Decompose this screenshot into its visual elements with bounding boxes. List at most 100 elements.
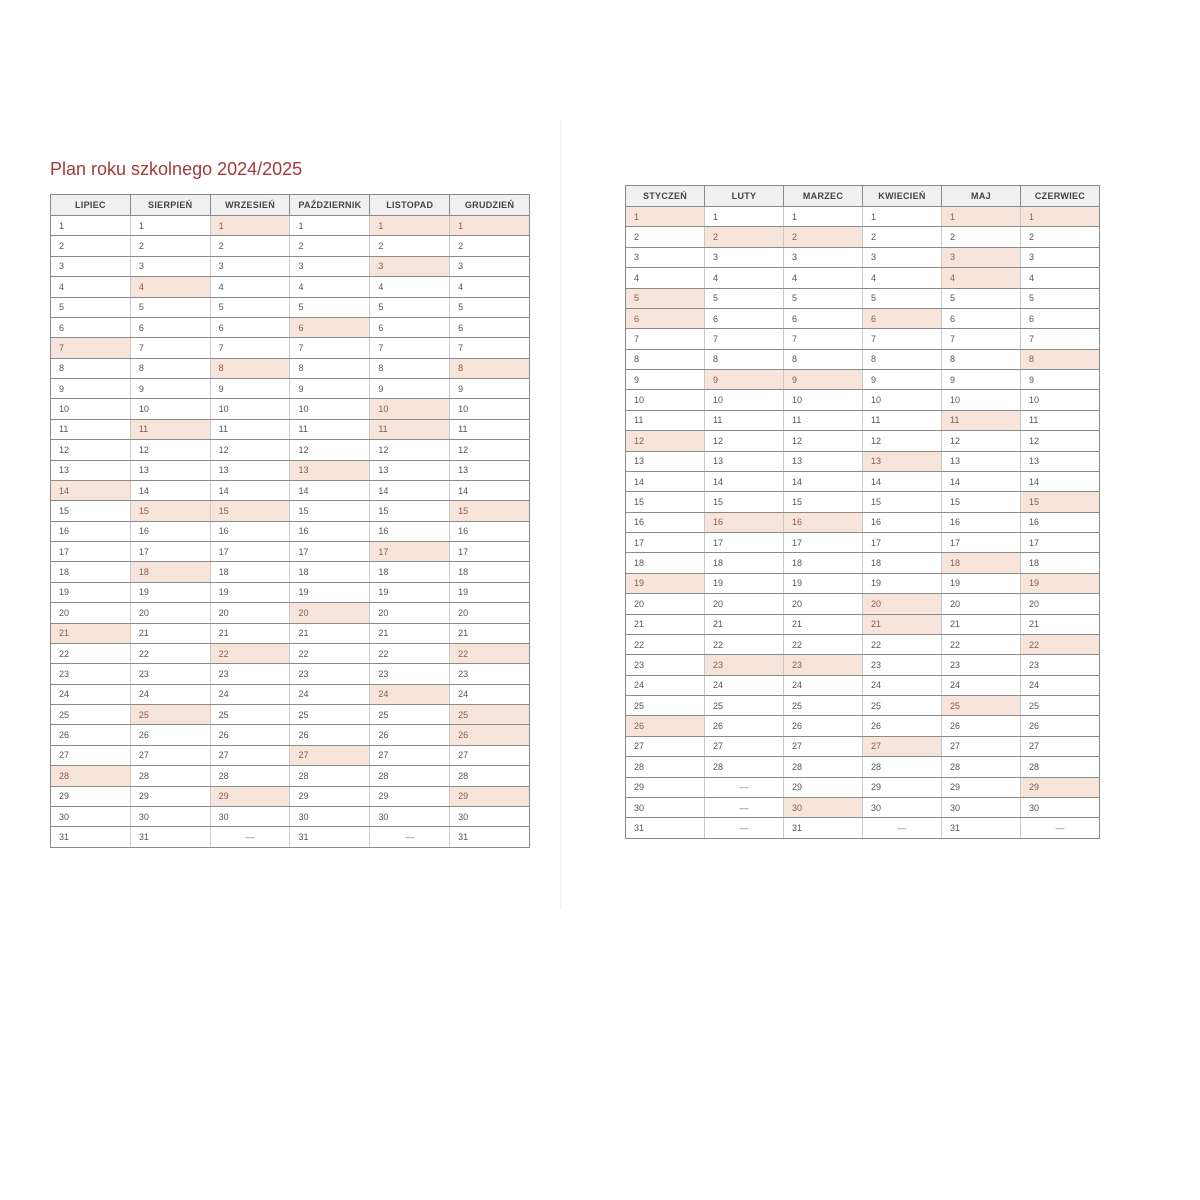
calendar-cell: 1 bbox=[784, 207, 863, 227]
calendar-cell: 16 bbox=[626, 512, 705, 532]
calendar-cell: 2 bbox=[1021, 227, 1100, 247]
calendar-cell: 4 bbox=[784, 268, 863, 288]
calendar-cell: 29 bbox=[290, 786, 370, 806]
calendar-row: 151515151515 bbox=[626, 492, 1100, 512]
calendar-cell: 30 bbox=[290, 806, 370, 826]
calendar-cell: 16 bbox=[450, 521, 530, 541]
calendar-cell: 10 bbox=[290, 399, 370, 419]
page-right: STYCZEŃLUTYMARZECKWIECIEŃMAJCZERWIEC1111… bbox=[560, 0, 1200, 1200]
calendar-row: 161616161616 bbox=[51, 521, 530, 541]
calendar-cell: 3 bbox=[130, 256, 210, 276]
calendar-cell: 4 bbox=[130, 277, 210, 297]
calendar-cell: 18 bbox=[863, 553, 942, 573]
calendar-cell: 26 bbox=[130, 725, 210, 745]
calendar-cell: 13 bbox=[51, 460, 131, 480]
calendar-cell: 9 bbox=[1021, 370, 1100, 390]
calendar-cell: 2 bbox=[784, 227, 863, 247]
calendar-cell: 7 bbox=[705, 329, 784, 349]
calendar-cell: 3 bbox=[290, 256, 370, 276]
calendar-cell: 26 bbox=[942, 716, 1021, 736]
calendar-cell: 10 bbox=[942, 390, 1021, 410]
calendar-cell: 14 bbox=[210, 480, 290, 500]
calendar-cell: 31 bbox=[290, 827, 370, 847]
calendar-cell: 4 bbox=[942, 268, 1021, 288]
calendar-cell: 27 bbox=[370, 745, 450, 765]
calendar-cell: 24 bbox=[863, 675, 942, 695]
calendar-table-left: LIPIECSIERPIEŃWRZESIEŃPAŹDZIERNIKLISTOPA… bbox=[50, 194, 530, 848]
calendar-cell: 8 bbox=[863, 349, 942, 369]
calendar-cell: 25 bbox=[626, 696, 705, 716]
calendar-cell: 13 bbox=[784, 451, 863, 471]
calendar-row: 121212121212 bbox=[626, 431, 1100, 451]
calendar-cell: 20 bbox=[51, 603, 131, 623]
calendar-row: 222222222222 bbox=[626, 634, 1100, 654]
calendar-row: 292929292929 bbox=[51, 786, 530, 806]
calendar-cell: 3 bbox=[626, 247, 705, 267]
calendar-cell: 10 bbox=[626, 390, 705, 410]
calendar-cell: 23 bbox=[942, 655, 1021, 675]
calendar-cell: 9 bbox=[863, 370, 942, 390]
calendar-cell: 19 bbox=[210, 582, 290, 602]
calendar-cell: 18 bbox=[290, 562, 370, 582]
calendar-cell: 22 bbox=[290, 643, 370, 663]
calendar-cell: 8 bbox=[1021, 349, 1100, 369]
calendar-cell: 11 bbox=[210, 419, 290, 439]
calendar-row: 111111 bbox=[626, 207, 1100, 227]
calendar-cell: 5 bbox=[290, 297, 370, 317]
calendar-cell: 31 bbox=[51, 827, 131, 847]
calendar-row: 181818181818 bbox=[626, 553, 1100, 573]
calendar-cell: 11 bbox=[290, 419, 370, 439]
calendar-cell: 11 bbox=[130, 419, 210, 439]
calendar-cell: 12 bbox=[290, 440, 370, 460]
calendar-cell: 25 bbox=[370, 705, 450, 725]
calendar-cell: 6 bbox=[210, 317, 290, 337]
calendar-cell: 25 bbox=[705, 696, 784, 716]
calendar-row: 171717171717 bbox=[51, 542, 530, 562]
calendar-cell: 9 bbox=[942, 370, 1021, 390]
calendar-row: 191919191919 bbox=[626, 573, 1100, 593]
calendar-row: 141414141414 bbox=[51, 480, 530, 500]
calendar-cell: 22 bbox=[450, 643, 530, 663]
calendar-cell: 25 bbox=[1021, 696, 1100, 716]
calendar-cell: 26 bbox=[784, 716, 863, 736]
calendar-cell: 12 bbox=[130, 440, 210, 460]
calendar-cell: — bbox=[370, 827, 450, 847]
calendar-cell: 12 bbox=[626, 431, 705, 451]
calendar-row: 191919191919 bbox=[51, 582, 530, 602]
calendar-cell: 1 bbox=[51, 216, 131, 236]
calendar-row: 3131—31—31 bbox=[51, 827, 530, 847]
calendar-cell: 1 bbox=[863, 207, 942, 227]
calendar-cell: 27 bbox=[210, 745, 290, 765]
calendar-cell: 14 bbox=[1021, 471, 1100, 491]
calendar-cell: 16 bbox=[130, 521, 210, 541]
calendar-cell: 29 bbox=[1021, 777, 1100, 797]
calendar-cell: 19 bbox=[370, 582, 450, 602]
calendar-cell: 5 bbox=[51, 297, 131, 317]
calendar-cell: 7 bbox=[942, 329, 1021, 349]
calendar-cell: 4 bbox=[863, 268, 942, 288]
calendar-row: 101010101010 bbox=[51, 399, 530, 419]
calendar-row: 272727272727 bbox=[626, 736, 1100, 756]
calendar-row: 111111 bbox=[51, 216, 530, 236]
calendar-cell: 9 bbox=[370, 379, 450, 399]
calendar-cell: 23 bbox=[290, 664, 370, 684]
calendar-cell: 9 bbox=[626, 370, 705, 390]
calendar-cell: 5 bbox=[130, 297, 210, 317]
calendar-cell: 30 bbox=[370, 806, 450, 826]
calendar-cell: 12 bbox=[942, 431, 1021, 451]
calendar-cell: 18 bbox=[1021, 553, 1100, 573]
calendar-cell: 2 bbox=[51, 236, 131, 256]
month-header: LISTOPAD bbox=[370, 195, 450, 216]
calendar-cell: 9 bbox=[784, 370, 863, 390]
calendar-cell: 12 bbox=[370, 440, 450, 460]
calendar-cell: 31 bbox=[130, 827, 210, 847]
calendar-cell: 7 bbox=[290, 338, 370, 358]
calendar-cell: 25 bbox=[450, 705, 530, 725]
calendar-cell: 12 bbox=[210, 440, 290, 460]
calendar-row: 252525252525 bbox=[51, 705, 530, 725]
calendar-row: 31—31—31— bbox=[626, 818, 1100, 838]
calendar-cell: 22 bbox=[705, 634, 784, 654]
calendar-cell: 28 bbox=[942, 757, 1021, 777]
calendar-row: 666666 bbox=[626, 308, 1100, 328]
calendar-cell: 6 bbox=[1021, 308, 1100, 328]
